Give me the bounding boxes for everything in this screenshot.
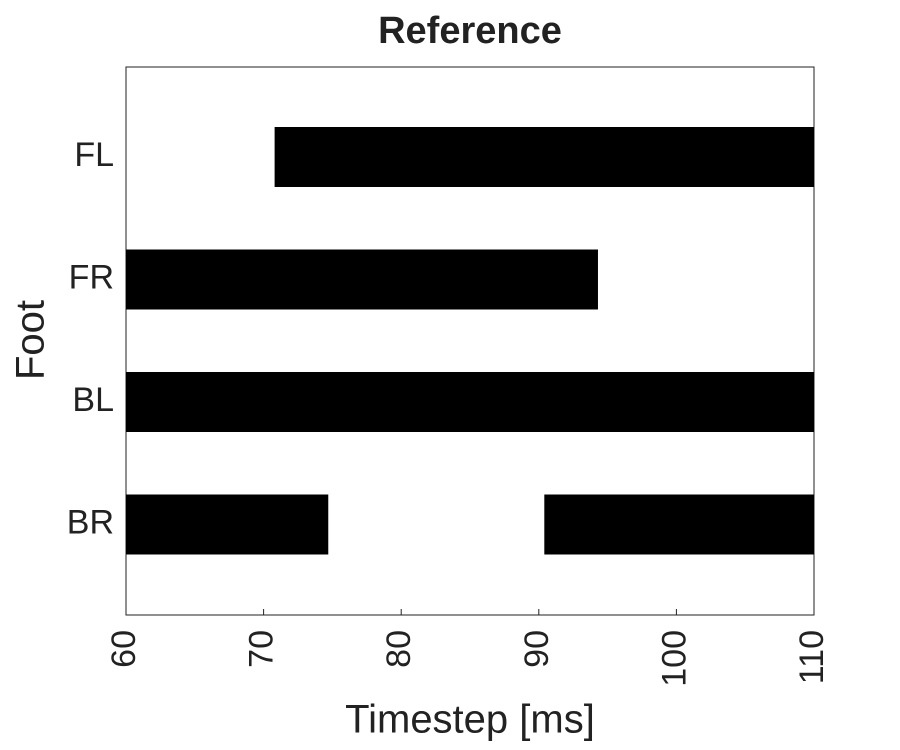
x-tick-label: 90 <box>518 630 556 668</box>
interval-bar <box>274 127 814 187</box>
y-axis-label: Foot <box>9 300 53 380</box>
x-tick-label: 110 <box>793 630 831 684</box>
y-tick-label: FL <box>74 136 114 174</box>
y-tick-label: FR <box>69 258 114 296</box>
chart-title: Reference <box>378 10 562 52</box>
x-axis-label: Timestep [ms] <box>345 698 595 742</box>
x-tick-label: 100 <box>655 630 693 687</box>
x-tick-label: 70 <box>243 630 281 668</box>
x-tick-label: 60 <box>105 630 143 668</box>
y-tick-label: BR <box>67 503 114 541</box>
interval-bar <box>126 249 598 310</box>
y-tick-label: BL <box>72 381 114 419</box>
interval-bar <box>126 372 814 432</box>
x-tick-label: 80 <box>380 630 418 668</box>
interval-bar <box>126 494 329 555</box>
plot-frame <box>125 66 815 616</box>
interval-bar <box>544 494 814 555</box>
